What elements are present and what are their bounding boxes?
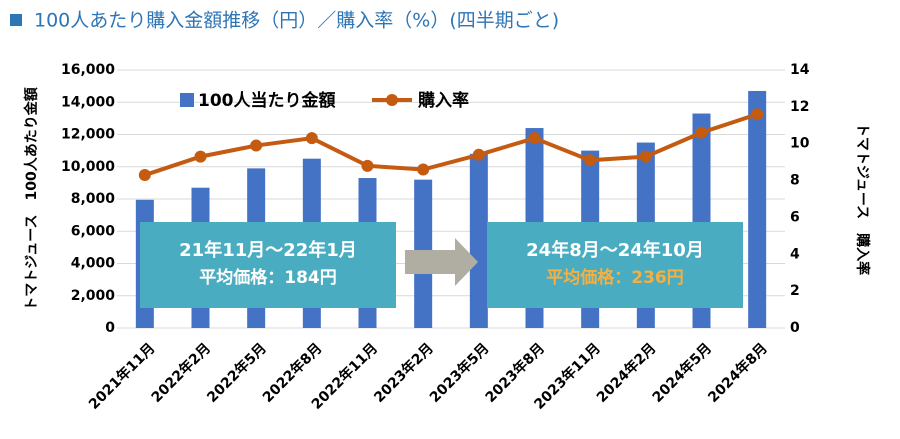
chart-title: 100人あたり購入金額推移（円）／購入率（%）(四半期ごと) xyxy=(34,10,559,32)
y-tick-label: 8,000 xyxy=(71,191,116,207)
y-axis-title: トマトジュース 100人あたり金額 xyxy=(23,87,40,311)
y-tick-label: 2,000 xyxy=(71,288,116,304)
line-marker xyxy=(751,108,764,121)
x-tick-label: 2021年11月 xyxy=(85,340,158,413)
y2-tick-label: 4 xyxy=(790,246,800,262)
y2-tick-label: 2 xyxy=(790,283,800,299)
y-tick-label: 12,000 xyxy=(61,127,115,143)
x-tick-label: 2023年2月 xyxy=(371,340,437,406)
y2-tick-label: 6 xyxy=(790,209,800,225)
line-marker xyxy=(695,126,708,139)
line-marker xyxy=(417,163,430,176)
line-marker xyxy=(528,132,541,145)
x-tick-label: 2023年5月 xyxy=(426,340,492,406)
x-tick-label: 2022年5月 xyxy=(204,340,270,406)
x-tick-label: 2022年2月 xyxy=(148,340,214,406)
y2-tick-label: 10 xyxy=(790,136,810,152)
y-tick-label: 10,000 xyxy=(61,159,115,175)
line xyxy=(144,112,758,177)
y-tick-label: 16,000 xyxy=(61,62,115,78)
y2-tick-label: 8 xyxy=(790,173,800,189)
y-tick-label: 4,000 xyxy=(71,256,116,272)
y2-tick-label: 12 xyxy=(790,99,809,115)
legend-marker xyxy=(386,94,398,106)
y-tick-label: 6,000 xyxy=(71,223,116,239)
arrow xyxy=(405,238,478,286)
title-marker xyxy=(10,14,22,26)
annotation-box xyxy=(487,222,743,308)
legend-label: 100人当たり金額 xyxy=(198,90,336,111)
y2-tick-label: 14 xyxy=(790,62,810,78)
annotation-text: 21年11月～22年1月 xyxy=(179,239,357,261)
line-marker xyxy=(194,150,207,163)
legend-swatch xyxy=(180,93,194,107)
annotation-text: 平均価格：184円 xyxy=(199,267,337,288)
y-tick-label: 14,000 xyxy=(61,94,115,110)
y2-axis-title: トマトジュース 購入率 xyxy=(854,123,871,275)
line-marker xyxy=(361,159,374,172)
annotation-text: 平均価格：236円 xyxy=(546,267,684,288)
y2-tick-label: 0 xyxy=(790,320,800,336)
line-marker xyxy=(472,148,485,161)
x-tick-label: 2024年8月 xyxy=(705,340,771,406)
bar xyxy=(748,90,767,329)
legend-label: 購入率 xyxy=(418,90,469,111)
line-marker xyxy=(138,169,151,182)
y-tick-label: 0 xyxy=(105,320,115,336)
line-marker xyxy=(250,139,263,152)
line-marker xyxy=(305,132,318,145)
bar xyxy=(469,153,488,328)
annotation-text: 24年8月～24年10月 xyxy=(526,239,704,261)
line-marker xyxy=(584,154,597,167)
x-tick-label: 2024年2月 xyxy=(593,340,659,406)
annotation-box xyxy=(140,222,396,308)
line-marker xyxy=(639,150,652,163)
x-tick-label: 2024年5月 xyxy=(649,340,715,406)
